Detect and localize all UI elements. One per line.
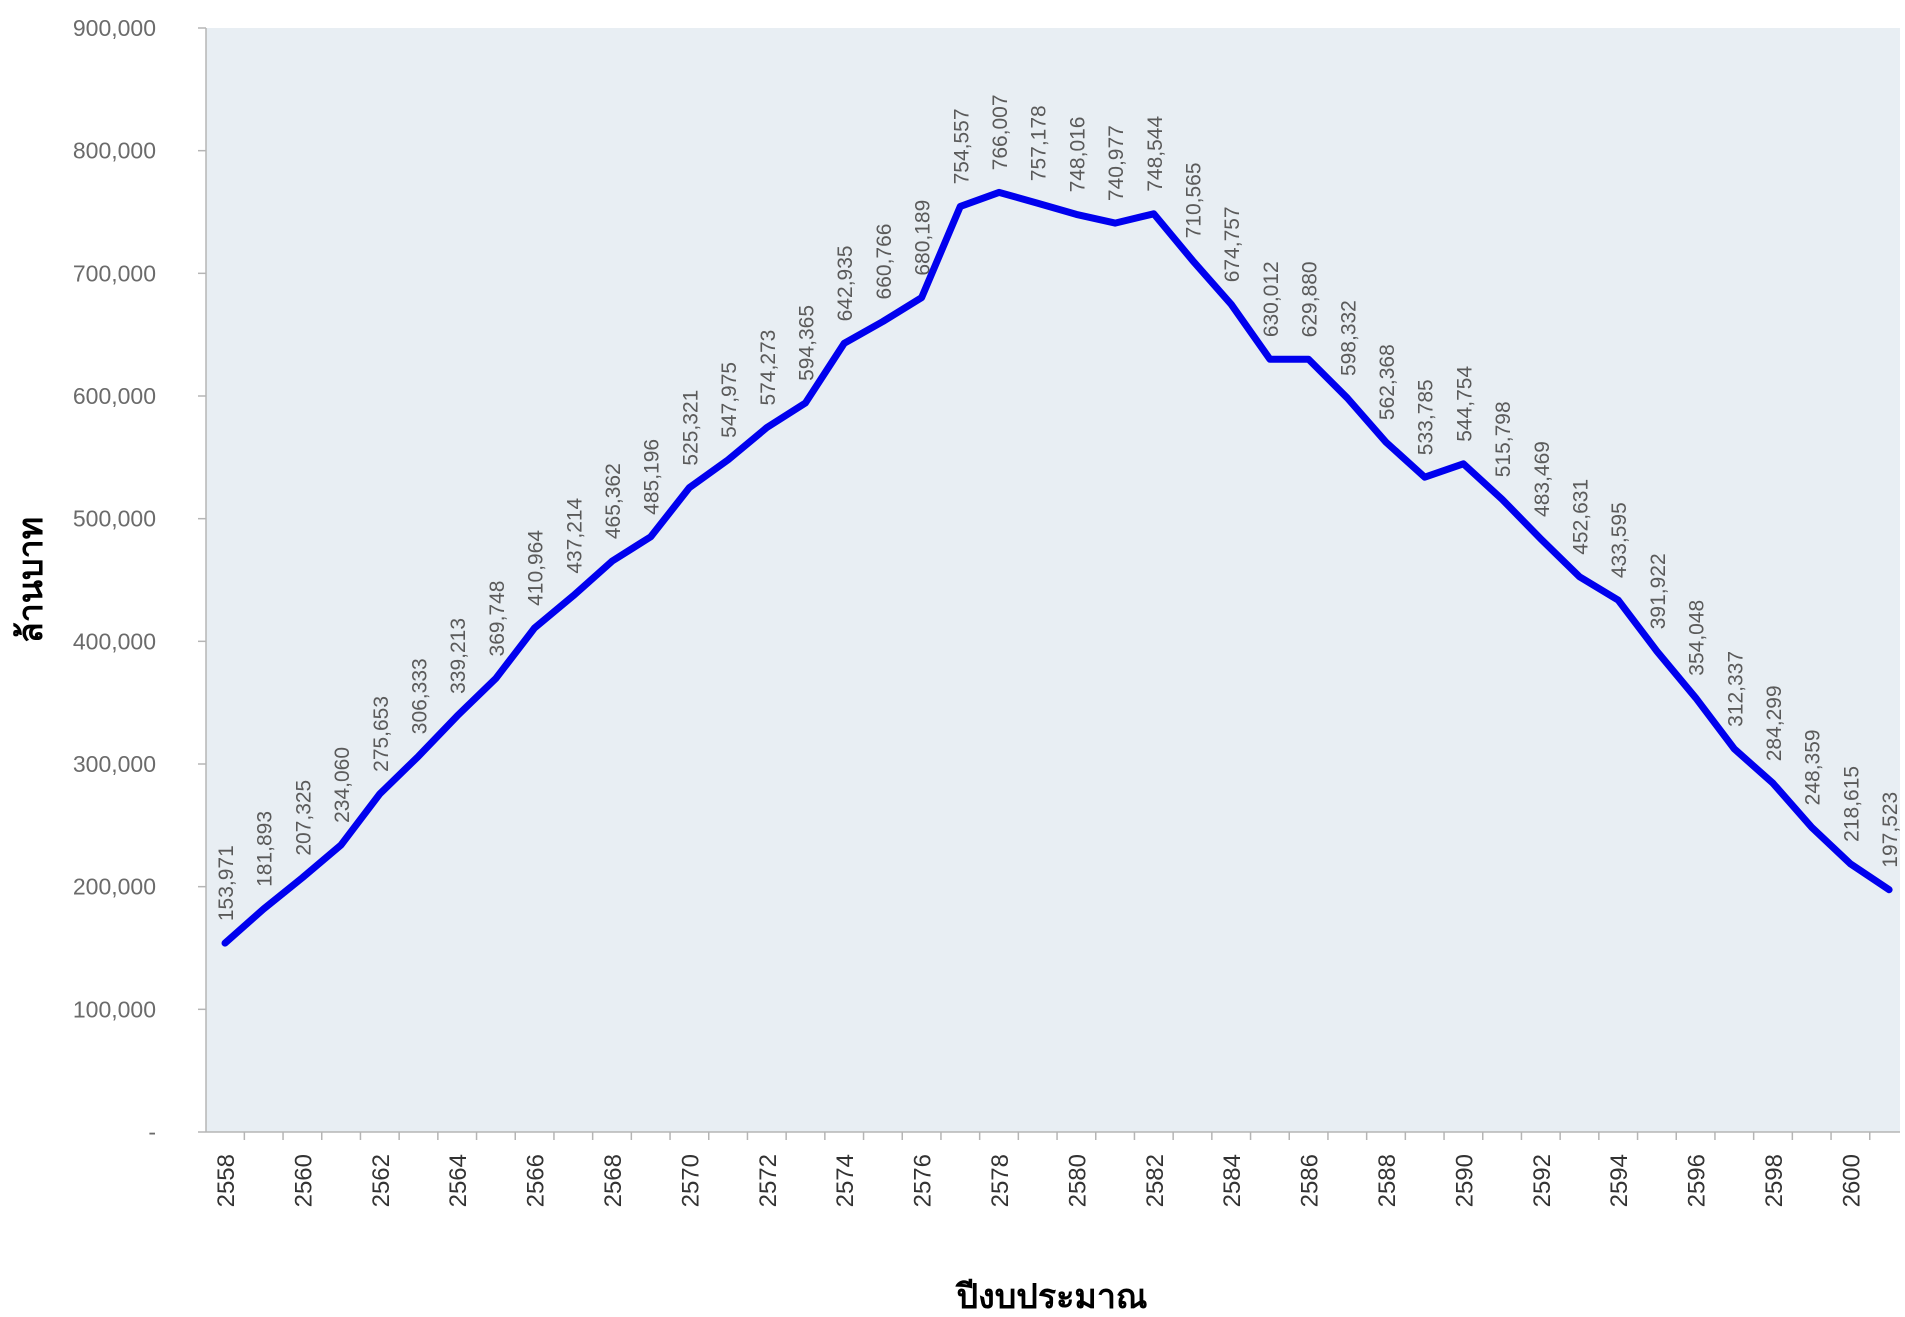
y-tick-label: 900,000 [73,15,156,41]
data-label: 533,785 [1415,379,1438,455]
data-label: 234,060 [331,747,354,823]
x-tick-label: 2568 [600,1154,627,1207]
data-label: 153,971 [215,845,238,921]
data-label: 740,977 [1105,125,1128,201]
data-label: 339,213 [447,618,470,694]
x-tick-label: 2560 [290,1154,317,1207]
data-label: 754,557 [950,108,973,184]
y-tick-label: 100,000 [73,996,156,1022]
data-label: 354,048 [1686,600,1709,676]
data-label: 629,880 [1299,261,1322,337]
data-label: 197,523 [1879,792,1902,868]
x-tick-label: 2592 [1529,1154,1556,1207]
data-label: 660,766 [873,224,896,300]
y-tick-label: - [148,1119,156,1145]
data-label: 766,007 [989,94,1012,170]
x-axis-ticks: 2558 2560 2562 2564 2566 2568 2570 2572 2574 2576… [213,1132,1871,1207]
y-axis-title: ล้านบาท [11,517,51,643]
data-label: 680,189 [912,200,935,276]
x-tick-label: 2572 [755,1154,782,1207]
data-label: 312,337 [1724,651,1747,727]
x-tick-label: 2590 [1451,1154,1478,1207]
y-axis-ticks: - 100,000 200,000 300,000 400,000 500,000 600,… [73,15,206,1145]
x-tick-label: 2588 [1374,1154,1401,1207]
data-label: 642,935 [834,245,857,321]
data-labels: 153,971 181,893 207,325 234,060 275,653 306,3… [215,94,1902,921]
x-axis-title: ปีงบประมาณ [955,1277,1148,1317]
x-tick-label: 2566 [523,1154,550,1207]
data-label: 410,964 [525,530,548,606]
x-tick-label: 2562 [368,1154,395,1207]
x-tick-label: 2598 [1761,1154,1788,1207]
data-label: 748,544 [1144,116,1167,192]
x-tick-label: 2558 [213,1154,240,1207]
data-label: 485,196 [641,439,664,515]
y-tick-label: 400,000 [73,628,156,654]
data-series [221,188,1893,947]
data-label: 525,321 [679,390,702,466]
x-tick-label: 2580 [1064,1154,1091,1207]
x-tick-label: 2596 [1684,1154,1711,1207]
data-label: 544,754 [1453,366,1476,442]
x-tick-label: 2594 [1606,1154,1633,1207]
data-label: 574,273 [757,330,780,406]
data-label: 598,332 [1337,300,1360,376]
y-tick-label: 200,000 [73,874,156,900]
data-label: 284,299 [1763,685,1786,761]
y-tick-label: 700,000 [73,260,156,286]
data-label: 547,975 [718,362,741,438]
data-label: 275,653 [370,696,393,772]
plot-area [206,28,1900,1132]
data-label: 757,178 [1028,105,1051,181]
y-tick-label: 800,000 [73,138,156,164]
data-label: 452,631 [1570,479,1593,555]
x-tick-label: 2584 [1219,1154,1246,1207]
data-label: 483,469 [1531,441,1554,517]
data-label: 218,615 [1840,766,1863,842]
x-tick-label: 2600 [1838,1154,1865,1207]
x-tick-label: 2570 [677,1154,704,1207]
data-label: 465,362 [602,463,625,539]
data-label: 248,359 [1802,729,1825,805]
x-tick-label: 2586 [1297,1154,1324,1207]
series-line [221,188,1893,947]
x-tick-label: 2582 [1142,1154,1169,1207]
data-label: 306,333 [409,658,432,734]
x-tick-label: 2574 [832,1154,859,1207]
data-label: 391,922 [1647,553,1670,629]
data-label: 710,565 [1183,162,1206,238]
x-tick-label: 2564 [445,1154,472,1207]
y-tick-label: 300,000 [73,751,156,777]
data-label: 207,325 [292,780,315,856]
data-label: 433,595 [1608,502,1631,578]
data-label: 515,798 [1492,401,1515,477]
y-tick-label: 600,000 [73,383,156,409]
y-tick-label: 500,000 [73,506,156,532]
data-label: 594,365 [796,305,819,381]
data-label: 748,016 [1066,117,1089,193]
data-label: 437,214 [563,497,586,573]
data-label: 562,368 [1376,344,1399,420]
data-label: 369,748 [486,581,509,657]
data-label: 181,893 [254,811,277,887]
x-tick-label: 2576 [910,1154,937,1207]
data-label: 630,012 [1260,261,1283,337]
data-label: 674,757 [1221,206,1244,282]
x-tick-label: 2578 [987,1154,1014,1207]
